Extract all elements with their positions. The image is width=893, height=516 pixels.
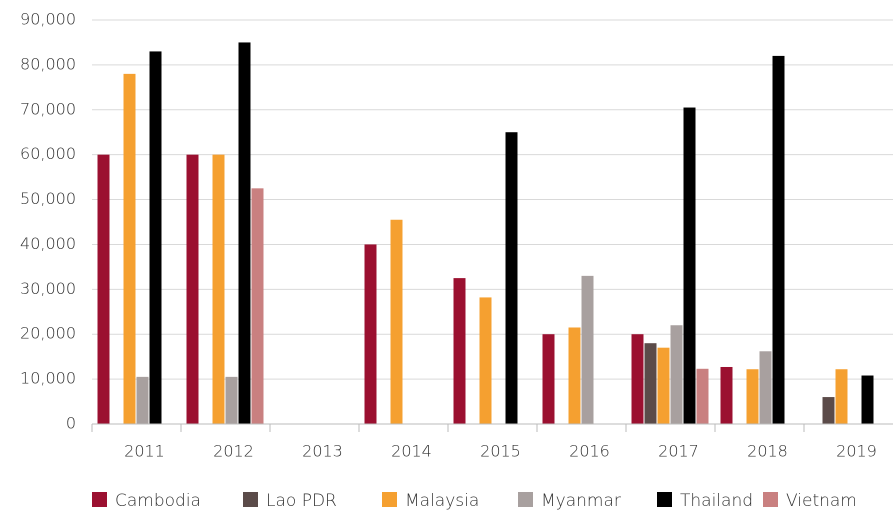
y-tick-label: 90,000 <box>20 10 76 29</box>
bar <box>670 325 683 424</box>
x-tick-label: 2019 <box>836 442 877 461</box>
legend-swatch <box>92 492 107 507</box>
bar <box>772 55 785 425</box>
bar <box>696 368 709 424</box>
y-tick-label: 10,000 <box>20 369 76 388</box>
bar <box>97 154 110 424</box>
x-tick-label: 2012 <box>213 442 254 461</box>
bar <box>720 366 733 424</box>
y-tick-label: 70,000 <box>20 99 76 118</box>
bar <box>542 334 555 424</box>
bar <box>238 42 251 424</box>
bar <box>149 51 162 425</box>
legend-label: Thailand <box>680 491 753 511</box>
bar <box>390 219 403 424</box>
bar <box>186 154 199 424</box>
bar <box>746 369 759 424</box>
legend-label: Myanmar <box>541 491 621 511</box>
bar <box>568 327 581 424</box>
legend-swatch <box>518 492 533 507</box>
bar <box>225 376 238 424</box>
y-tick-label: 30,000 <box>20 279 76 298</box>
legend-label: Lao PDR <box>266 491 337 511</box>
legend-label: Malaysia <box>405 491 479 511</box>
y-tick-label: 50,000 <box>20 189 76 208</box>
bar <box>759 351 772 424</box>
x-tick-label: 2017 <box>658 442 699 461</box>
bar <box>581 275 594 424</box>
legend-swatch <box>763 492 778 507</box>
x-tick-label: 2018 <box>747 442 788 461</box>
bar <box>631 334 644 424</box>
legend-swatch <box>243 492 258 507</box>
bar <box>644 343 657 424</box>
y-tick-label: 20,000 <box>20 324 76 343</box>
bar <box>657 347 670 424</box>
bar <box>136 376 149 424</box>
bar <box>683 107 696 425</box>
x-tick-label: 2011 <box>124 442 165 461</box>
bar <box>505 132 518 424</box>
legend-label: Vietnam <box>786 491 857 511</box>
x-tick-label: 2016 <box>569 442 610 461</box>
bar <box>251 188 264 424</box>
bar <box>453 278 466 424</box>
bar <box>822 397 835 424</box>
y-tick-label: 60,000 <box>20 144 76 163</box>
legend-label: Cambodia <box>115 491 201 511</box>
bar <box>364 244 377 424</box>
y-tick-label: 80,000 <box>20 54 76 73</box>
legend-swatch <box>382 492 397 507</box>
bar <box>835 369 848 424</box>
bar <box>123 73 136 424</box>
x-tick-label: 2013 <box>302 442 343 461</box>
legend-swatch <box>657 492 672 507</box>
bar <box>861 375 874 424</box>
x-tick-label: 2015 <box>480 442 521 461</box>
y-tick-label: 40,000 <box>20 234 76 253</box>
bar <box>212 154 225 424</box>
y-tick-label: 0 <box>66 414 76 433</box>
bar <box>479 297 492 424</box>
x-tick-label: 2014 <box>391 442 432 461</box>
